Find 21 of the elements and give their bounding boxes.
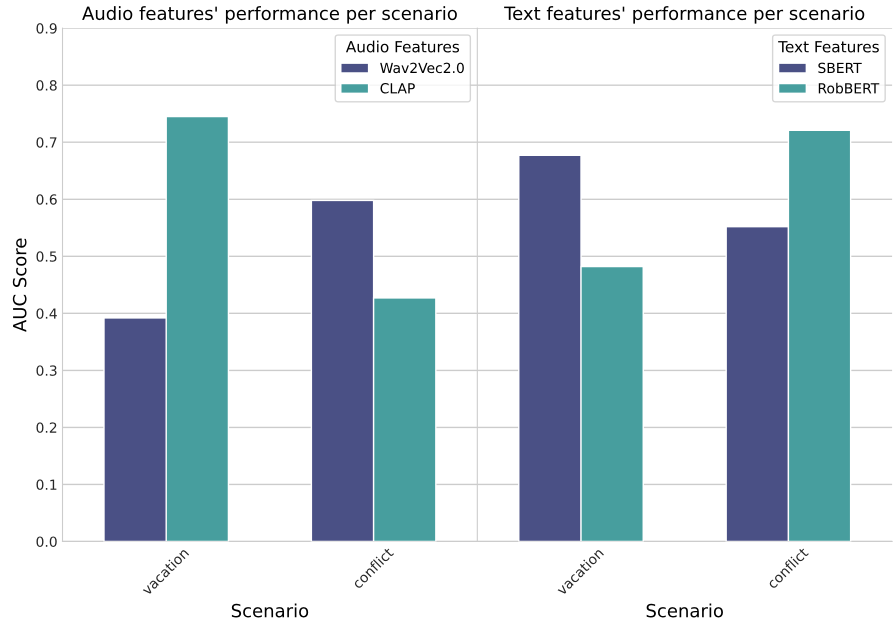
legend-label: SBERT [818, 62, 862, 74]
x-axis-title: Scenario [232, 603, 308, 618]
y-tick-label: 0.1 [36, 479, 56, 490]
legend-title: Text Features [778, 41, 879, 52]
y-tick-label: 0.5 [36, 251, 56, 262]
y-tick-label: 0.4 [36, 308, 57, 319]
x-axis-title: Scenario [646, 603, 723, 618]
y-axis-title: AUC Score [12, 238, 27, 332]
y-tick-label: 0.9 [36, 23, 57, 34]
y-tick-label: 0.8 [36, 80, 57, 91]
chart-title: Text features' performance per scenario [504, 6, 864, 24]
legend-label: CLAP [380, 83, 415, 94]
legend-label: RobBERT [818, 82, 880, 94]
y-tick-label: 0.3 [36, 365, 57, 376]
legend-title: Audio Features [346, 40, 460, 52]
y-tick-label: 0.7 [36, 137, 56, 148]
legend-label: Wav2Vec2.0 [380, 62, 464, 74]
y-tick-label: 0.2 [36, 422, 56, 433]
y-tick-label: 0.6 [36, 194, 57, 205]
y-tick-label: 0.0 [36, 536, 57, 547]
chart-title: Audio features' performance per scenario [82, 6, 457, 24]
